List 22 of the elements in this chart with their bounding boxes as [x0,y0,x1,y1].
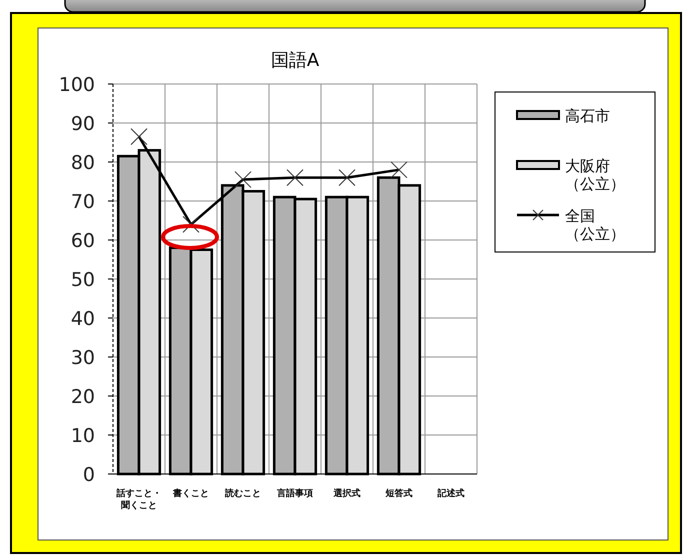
y-tick-label: 40 [70,308,95,330]
y-tick-label: 100 [58,74,95,96]
x-tick-label: 短答式 [384,488,412,499]
x-tick-label: 選択式 [332,488,360,499]
y-tick-label: 0 [82,464,95,486]
legend-label: 全国（公立） [565,207,625,243]
y-tick-label: 30 [70,347,95,369]
legend-label: 大阪府（公立） [565,157,625,193]
chart-title: 国語A [270,50,320,71]
x-tick-label: 話すこと・聞くこと [116,488,162,511]
y-tick-label: 10 [70,425,95,447]
y-tick-label: 90 [70,113,95,135]
y-tick-label: 80 [70,152,95,174]
x-tick-label: 記述式 [436,488,464,499]
y-tick-label: 70 [70,191,95,213]
x-tick-label: 書くこと [172,488,209,499]
y-tick-label: 20 [70,386,95,408]
x-tick-label: 読むこと [224,488,261,499]
x-tick-label: 言語事項 [276,488,313,499]
y-tick-label: 50 [70,269,95,291]
legend-label: 高石市 [565,107,610,125]
y-tick-label: 60 [70,230,95,252]
